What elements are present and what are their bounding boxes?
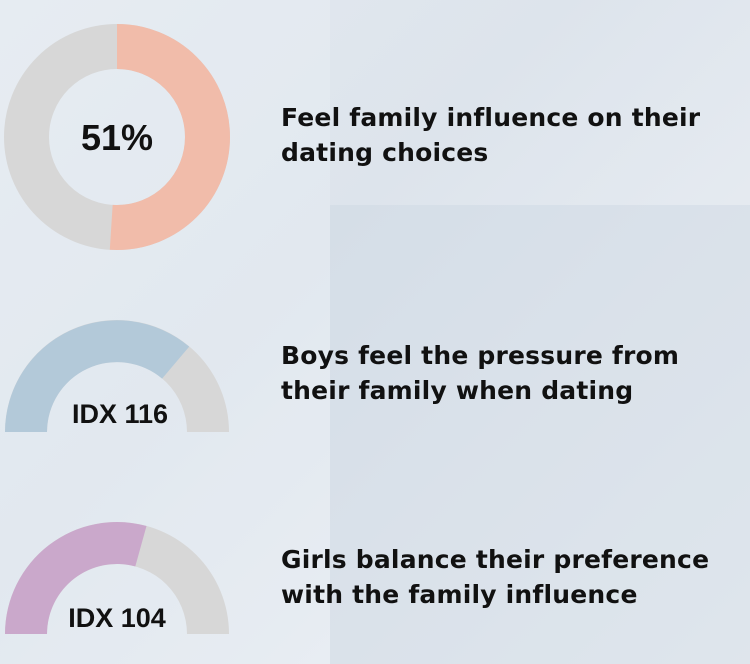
- donut-center-label: 51%: [81, 117, 153, 158]
- stat-description-line: with the family influence: [281, 580, 638, 609]
- donut-value-segment: [4, 24, 230, 250]
- gauge-chart-girls: IDX 104: [5, 522, 229, 634]
- stat-description-line: their family when dating: [281, 376, 634, 405]
- stat-description-3: Girls balance their preference with the …: [281, 542, 709, 612]
- stat-description-line: dating choices: [281, 138, 489, 167]
- gauge-center-label: IDX 116: [72, 399, 168, 429]
- stat-description-2: Boys feel the pressure from their family…: [281, 338, 679, 408]
- stat-description-1: Feel family influence on their dating ch…: [281, 100, 700, 170]
- gauge-value-segment: [5, 320, 190, 432]
- gauge-chart-boys: IDX 116: [5, 320, 229, 432]
- stat-description-line: Boys feel the pressure from: [281, 341, 680, 370]
- stat-description-line: Girls balance their preference: [281, 545, 710, 574]
- background-shape: [330, 205, 750, 664]
- gauge-center-label: IDX 104: [68, 603, 166, 633]
- stat-description-line: Feel family influence on their: [281, 103, 701, 132]
- donut-chart-51: 51%: [4, 24, 230, 250]
- gauge-value-segment: [5, 522, 147, 634]
